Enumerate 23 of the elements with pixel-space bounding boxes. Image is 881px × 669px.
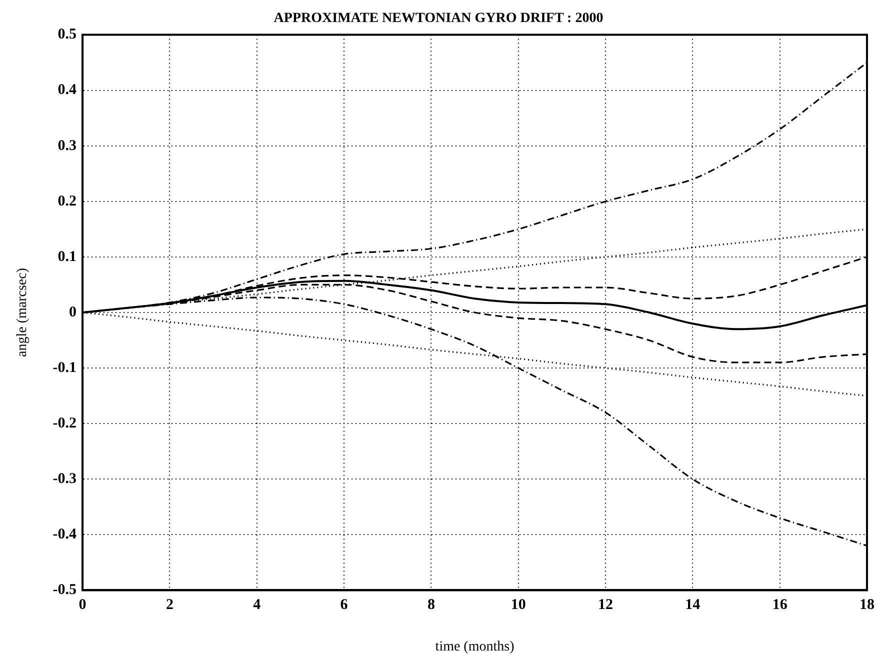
y-tick-label: 0.2 — [58, 193, 77, 210]
y-tick-label: 0.3 — [58, 138, 77, 154]
y-tick-label: 0.5 — [58, 26, 77, 43]
x-tick-label: 8 — [427, 597, 435, 614]
x-tick-label: 6 — [340, 597, 348, 614]
x-axis-title: time (months) — [435, 639, 515, 654]
x-tick-label: 10 — [510, 597, 526, 614]
y-tick-label: -0.4 — [52, 526, 78, 543]
y-tick-label: -0.2 — [52, 415, 77, 432]
x-tick-label: 14 — [685, 597, 701, 614]
y-tick-label: 0 — [69, 304, 77, 320]
y-tick-label: -0.5 — [52, 582, 77, 598]
y-tick-label: 0.1 — [58, 248, 77, 265]
x-tick-label: 12 — [598, 597, 614, 614]
x-tick-label: 4 — [253, 597, 262, 614]
y-axis-title: angle (marcsec) — [15, 268, 30, 357]
x-tick-label: 2 — [166, 597, 174, 614]
y-tick-label: 0.4 — [58, 82, 78, 98]
y-tick-label: -0.3 — [52, 470, 77, 487]
chart-title: APPROXIMATE NEWTONIAN GYRO DRIFT : 2000 — [274, 11, 604, 26]
y-tick-label: -0.1 — [52, 360, 77, 376]
x-tick-label: 16 — [772, 597, 788, 614]
x-tick-label: 18 — [860, 597, 874, 614]
